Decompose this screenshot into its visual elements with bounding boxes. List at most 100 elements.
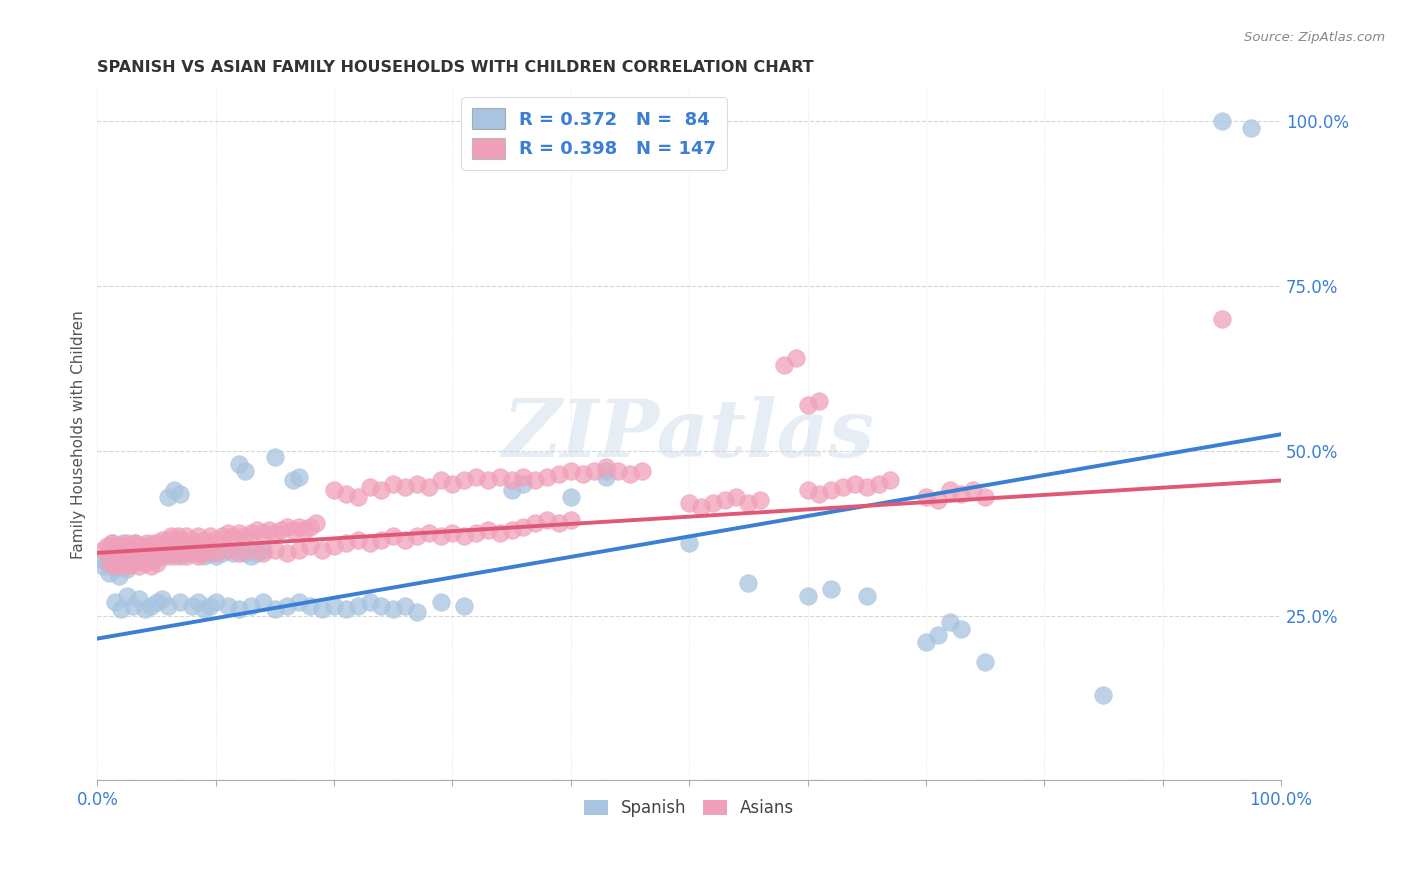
Point xyxy=(228,542,250,557)
Point xyxy=(749,493,772,508)
Point xyxy=(927,628,949,642)
Point xyxy=(143,536,166,550)
Point xyxy=(121,556,143,570)
Point xyxy=(713,493,735,508)
Point xyxy=(98,556,121,570)
Point xyxy=(110,602,132,616)
Point xyxy=(938,483,960,498)
Point xyxy=(128,549,150,564)
Point xyxy=(477,523,499,537)
Point xyxy=(157,599,180,613)
Point xyxy=(124,536,146,550)
Point xyxy=(974,490,997,504)
Point xyxy=(382,476,405,491)
Point xyxy=(382,529,405,543)
Point xyxy=(187,595,209,609)
Point xyxy=(115,536,138,550)
Point xyxy=(950,486,973,500)
Point xyxy=(139,559,162,574)
Point xyxy=(796,589,818,603)
Point xyxy=(808,486,831,500)
Point xyxy=(112,536,135,550)
Point xyxy=(169,486,191,500)
Point xyxy=(100,536,122,550)
Point xyxy=(465,526,488,541)
Point xyxy=(465,470,488,484)
Point xyxy=(98,546,121,560)
Point xyxy=(110,539,132,553)
Point xyxy=(110,556,132,570)
Point xyxy=(548,467,571,481)
Point xyxy=(796,398,818,412)
Point xyxy=(159,529,181,543)
Point xyxy=(359,595,381,609)
Point xyxy=(134,556,156,570)
Point xyxy=(453,474,475,488)
Point xyxy=(270,523,292,537)
Point xyxy=(228,526,250,541)
Point xyxy=(131,542,153,557)
Point xyxy=(359,480,381,494)
Point xyxy=(204,549,226,564)
Point xyxy=(855,589,877,603)
Point xyxy=(370,599,392,613)
Point xyxy=(276,599,298,613)
Point xyxy=(808,394,831,409)
Point xyxy=(418,480,440,494)
Point xyxy=(169,546,191,560)
Point xyxy=(702,496,724,510)
Point xyxy=(264,450,287,465)
Point xyxy=(91,542,114,557)
Point xyxy=(181,533,204,547)
Point xyxy=(927,493,949,508)
Point xyxy=(335,486,357,500)
Point xyxy=(441,476,464,491)
Point xyxy=(737,496,759,510)
Point xyxy=(187,529,209,543)
Point xyxy=(370,483,392,498)
Point xyxy=(252,546,274,560)
Point xyxy=(115,559,138,574)
Point xyxy=(772,358,794,372)
Point xyxy=(198,599,221,613)
Point xyxy=(204,546,226,560)
Point xyxy=(104,562,127,576)
Point xyxy=(128,539,150,553)
Point xyxy=(181,542,204,557)
Point xyxy=(174,549,197,564)
Point xyxy=(915,490,938,504)
Point xyxy=(287,519,309,533)
Point xyxy=(299,519,322,533)
Point xyxy=(394,533,416,547)
Point xyxy=(323,539,346,553)
Point xyxy=(299,599,322,613)
Point xyxy=(145,539,167,553)
Point xyxy=(217,526,239,541)
Point xyxy=(488,526,510,541)
Point xyxy=(619,467,641,481)
Point xyxy=(204,533,226,547)
Point xyxy=(501,483,523,498)
Point xyxy=(240,526,263,541)
Point xyxy=(453,529,475,543)
Point xyxy=(128,559,150,574)
Point xyxy=(855,480,877,494)
Point xyxy=(198,546,221,560)
Point xyxy=(187,546,209,560)
Point xyxy=(406,605,429,619)
Point xyxy=(96,539,118,553)
Point xyxy=(346,533,368,547)
Point xyxy=(725,490,748,504)
Point xyxy=(128,592,150,607)
Point xyxy=(406,476,429,491)
Point xyxy=(174,529,197,543)
Point xyxy=(560,490,582,504)
Point xyxy=(595,470,617,484)
Point xyxy=(115,562,138,576)
Text: ZIPatlas: ZIPatlas xyxy=(503,395,875,473)
Point xyxy=(276,519,298,533)
Point xyxy=(394,599,416,613)
Point xyxy=(264,526,287,541)
Point xyxy=(163,533,186,547)
Point xyxy=(163,549,186,564)
